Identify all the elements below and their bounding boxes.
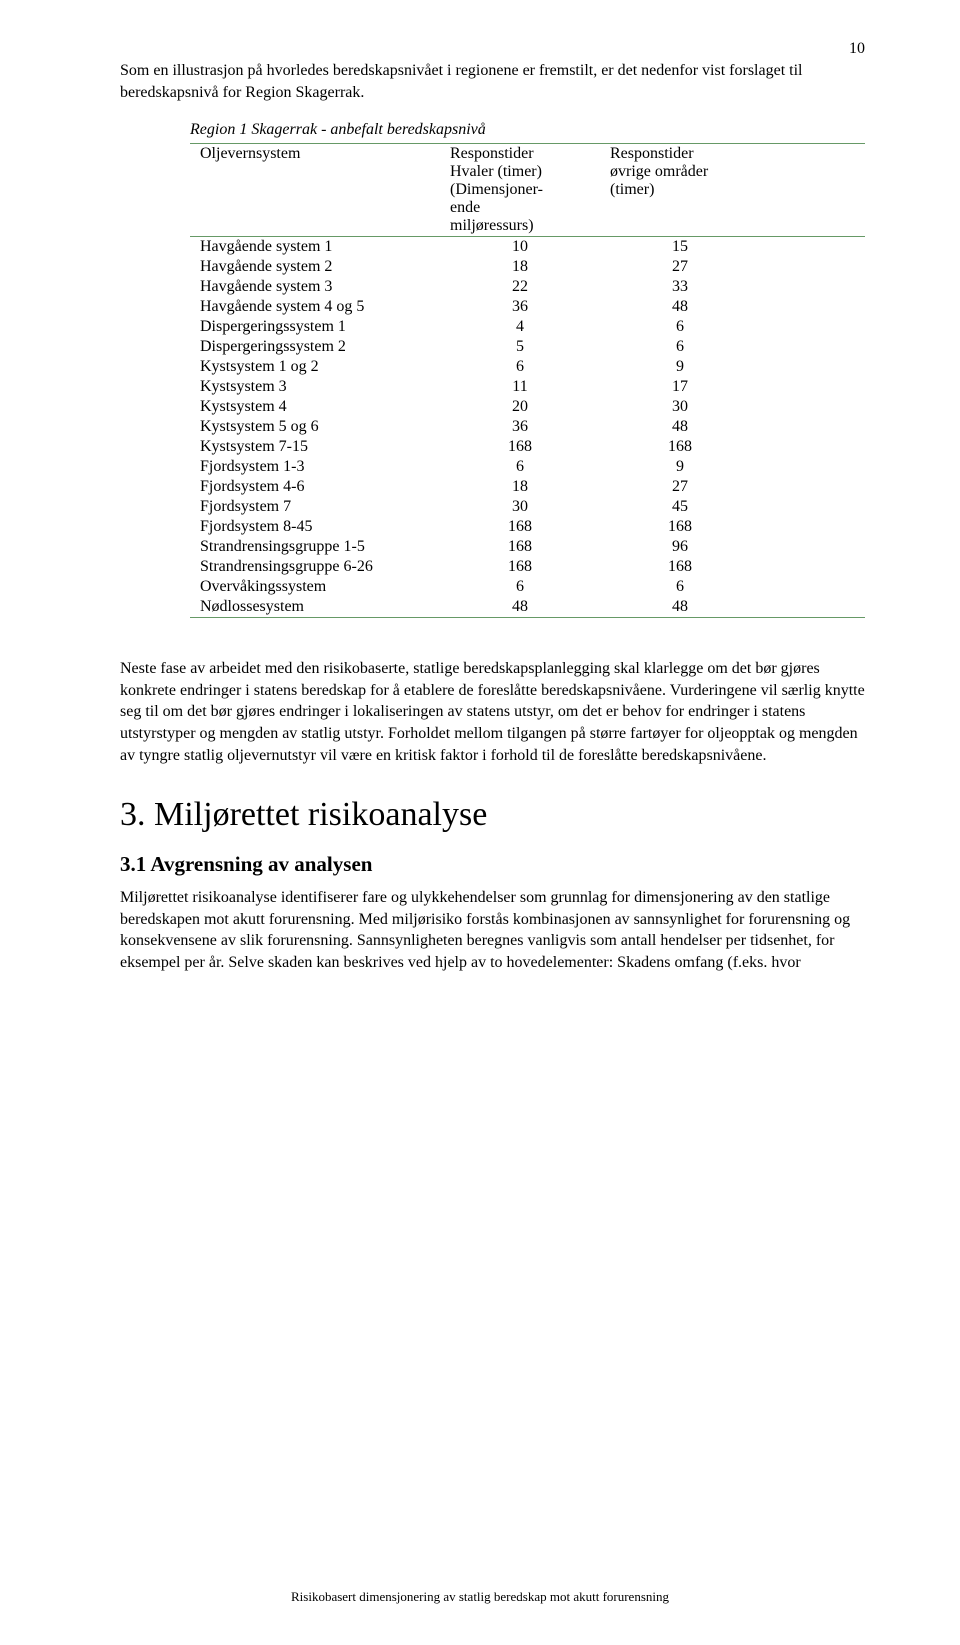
row-label: Havgående system 2 [190,257,440,277]
table-row: Kystsystem 5 og 63648 [190,417,760,437]
table-row: Kystsystem 7-15168168 [190,437,760,457]
row-label: Fjordsystem 4-6 [190,477,440,497]
row-value-1: 22 [440,277,600,297]
row-label: Havgående system 3 [190,277,440,297]
row-value-1: 48 [440,597,600,617]
row-value-1: 168 [440,437,600,457]
row-value-1: 6 [440,357,600,377]
table-wrapper: Region 1 Skagerrak - anbefalt beredskaps… [190,121,865,618]
row-value-2: 6 [600,317,760,337]
row-value-1: 36 [440,297,600,317]
row-value-1: 11 [440,377,600,397]
row-value-1: 20 [440,397,600,417]
section-3-title: 3. Miljørettet risikoanalyse [120,796,865,834]
table-row: Fjordsystem 1-369 [190,457,760,477]
row-label: Nødlossesystem [190,597,440,617]
table-row: Dispergeringssystem 146 [190,317,760,337]
row-label: Strandrensingsgruppe 6-26 [190,557,440,577]
row-value-2: 9 [600,357,760,377]
row-label: Fjordsystem 7 [190,497,440,517]
row-label: Overvåkingssystem [190,577,440,597]
row-value-2: 45 [600,497,760,517]
table-title: Region 1 Skagerrak - anbefalt beredskaps… [190,121,865,139]
table-row: Fjordsystem 73045 [190,497,760,517]
row-label: Dispergeringssystem 2 [190,337,440,357]
row-value-1: 168 [440,517,600,537]
row-value-1: 168 [440,537,600,557]
row-value-2: 9 [600,457,760,477]
row-value-1: 4 [440,317,600,337]
intro-paragraph: Som en illustrasjon på hvorledes beredsk… [120,60,865,103]
row-label: Kystsystem 4 [190,397,440,417]
row-value-2: 27 [600,477,760,497]
row-label: Strandrensingsgruppe 1-5 [190,537,440,557]
header-col1: Oljevernsystem [190,144,440,236]
row-label: Kystsystem 1 og 2 [190,357,440,377]
table-row: Havgående system 32233 [190,277,760,297]
row-value-1: 18 [440,257,600,277]
header-col3: Responstider øvrige områder (timer) [600,144,760,236]
row-value-2: 27 [600,257,760,277]
row-label: Havgående system 1 [190,237,440,257]
row-label: Havgående system 4 og 5 [190,297,440,317]
row-label: Kystsystem 3 [190,377,440,397]
row-value-2: 168 [600,517,760,537]
section-3-1-title: 3.1 Avgrensning av analysen [120,852,865,877]
table-row: Havgående system 4 og 53648 [190,297,760,317]
data-table-body: Havgående system 11015Havgående system 2… [190,237,760,617]
table-bottom-rule [190,617,865,618]
row-value-1: 18 [440,477,600,497]
table-row: Fjordsystem 4-61827 [190,477,760,497]
row-value-2: 17 [600,377,760,397]
table-row: Overvåkingssystem66 [190,577,760,597]
row-label: Fjordsystem 1-3 [190,457,440,477]
row-label: Kystsystem 5 og 6 [190,417,440,437]
row-value-2: 30 [600,397,760,417]
data-table: Oljevernsystem Responstider Hvaler (time… [190,144,760,236]
header-col2: Responstider Hvaler (timer) (Dimensjoner… [440,144,600,236]
paragraph-after-table: Neste fase av arbeidet med den risikobas… [120,658,865,766]
table-row: Kystsystem 31117 [190,377,760,397]
row-label: Fjordsystem 8-45 [190,517,440,537]
row-value-2: 6 [600,337,760,357]
section-3-1-paragraph: Miljørettet risikoanalyse identifiserer … [120,887,865,973]
row-value-2: 168 [600,437,760,457]
page-container: 10 Som en illustrasjon på hvorledes bere… [0,0,960,1645]
table-header-row: Oljevernsystem Responstider Hvaler (time… [190,144,760,236]
row-value-1: 6 [440,457,600,477]
row-value-2: 168 [600,557,760,577]
table-row: Fjordsystem 8-45168168 [190,517,760,537]
page-footer: Risikobasert dimensjonering av statlig b… [0,1589,960,1605]
table-row: Kystsystem 1 og 269 [190,357,760,377]
table-row: Strandrensingsgruppe 6-26168168 [190,557,760,577]
table-row: Dispergeringssystem 256 [190,337,760,357]
row-label: Kystsystem 7-15 [190,437,440,457]
row-value-1: 30 [440,497,600,517]
row-value-1: 10 [440,237,600,257]
row-value-2: 15 [600,237,760,257]
row-value-2: 48 [600,597,760,617]
table-row: Havgående system 21827 [190,257,760,277]
table-row: Havgående system 11015 [190,237,760,257]
row-value-2: 96 [600,537,760,557]
row-value-2: 6 [600,577,760,597]
table-row: Strandrensingsgruppe 1-516896 [190,537,760,557]
row-value-1: 168 [440,557,600,577]
row-value-1: 5 [440,337,600,357]
row-value-1: 6 [440,577,600,597]
row-value-2: 48 [600,417,760,437]
table-row: Nødlossesystem4848 [190,597,760,617]
row-value-2: 48 [600,297,760,317]
row-value-2: 33 [600,277,760,297]
row-label: Dispergeringssystem 1 [190,317,440,337]
table-row: Kystsystem 42030 [190,397,760,417]
page-number: 10 [849,40,865,58]
row-value-1: 36 [440,417,600,437]
